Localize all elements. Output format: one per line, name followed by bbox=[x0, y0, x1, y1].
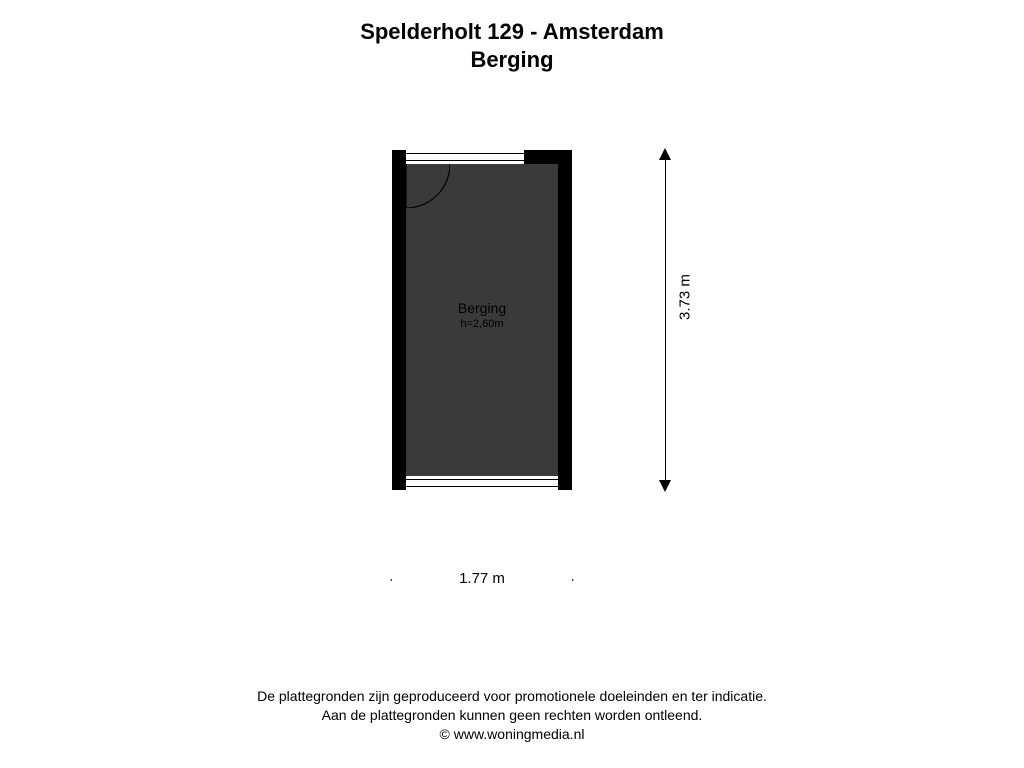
title-line-1: Spelderholt 129 - Amsterdam bbox=[0, 18, 1024, 46]
wall-right bbox=[558, 150, 572, 490]
dimension-horizontal-value: 1.77 m bbox=[453, 570, 511, 587]
footer-line-1: De plattegronden zijn geproduceerd voor … bbox=[0, 687, 1024, 706]
room-name: Berging bbox=[406, 300, 558, 316]
title-line-2: Berging bbox=[0, 46, 1024, 74]
window-bottom-frame bbox=[406, 479, 558, 487]
dimension-vertical-line bbox=[665, 150, 666, 490]
footer-line-3: © www.woningmedia.nl bbox=[0, 725, 1024, 744]
dimension-horizontal-label: 1.77 m bbox=[392, 570, 572, 587]
wall-left bbox=[392, 150, 406, 490]
floorplan-page: Spelderholt 129 - Amsterdam Berging Berg… bbox=[0, 0, 1024, 768]
window-bottom bbox=[406, 476, 558, 490]
title-block: Spelderholt 129 - Amsterdam Berging bbox=[0, 18, 1024, 73]
room-height-label: h=2,60m bbox=[406, 318, 558, 330]
footer-text: De plattegronden zijn geproduceerd voor … bbox=[0, 687, 1024, 744]
arrow-down-icon bbox=[658, 478, 672, 492]
window-top bbox=[406, 150, 524, 164]
dimension-vertical: 3.73 m bbox=[655, 150, 775, 490]
window-top-frame bbox=[406, 153, 524, 161]
door-icon bbox=[406, 164, 450, 208]
room-label: Berging h=2,60m bbox=[406, 300, 558, 330]
dimension-vertical-label: 3.73 m bbox=[677, 274, 694, 320]
arrow-up-icon bbox=[658, 148, 672, 162]
footer-line-2: Aan de plattegronden kunnen geen rechten… bbox=[0, 706, 1024, 725]
dimension-horizontal: 1.77 m bbox=[392, 560, 572, 600]
plan-area: Berging h=2,60m bbox=[392, 150, 572, 490]
